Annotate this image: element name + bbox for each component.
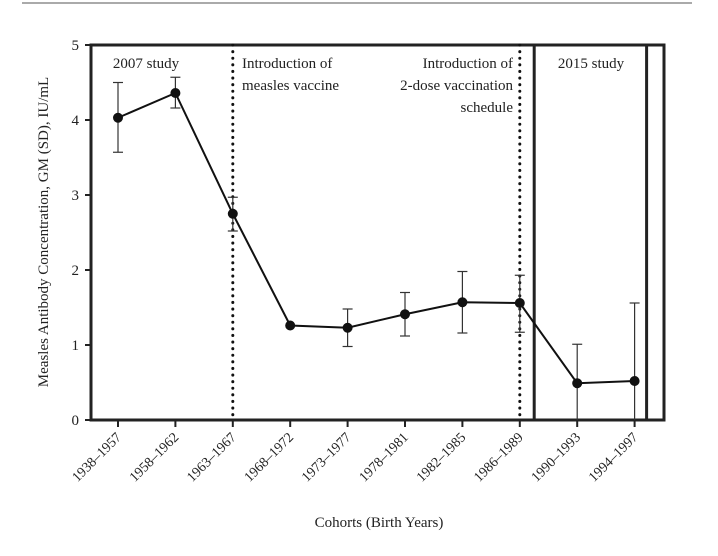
data-point	[400, 309, 410, 320]
y-tick-label: 3	[72, 188, 80, 204]
annotation-2dose-1: Introduction of	[423, 56, 513, 72]
data-point	[457, 297, 468, 308]
plot-border	[89, 43, 666, 422]
x-tick-label: 1958–1962	[127, 430, 182, 485]
x-tick-label: 1968–1972	[242, 430, 297, 485]
x-tick-label: 1938–1957	[70, 430, 125, 485]
annotation-2015-study: 2015 study	[558, 56, 625, 72]
y-axis-label: Measles Antibody Concentration, GM (SD),…	[36, 77, 52, 387]
x-axis-label: Cohorts (Birth Years)	[315, 515, 444, 531]
x-tick-label: 1990–1993	[529, 430, 584, 485]
x-tick-label: 1986–1989	[471, 430, 526, 485]
data-point	[342, 322, 353, 333]
data-point	[285, 320, 296, 331]
study-2015-box	[532, 43, 649, 422]
y-tick-label: 4	[72, 113, 80, 129]
x-tick-label: 1973–1977	[299, 430, 354, 485]
data-point	[572, 378, 583, 389]
annotation-2dose-3: schedule	[461, 100, 514, 116]
data-point	[170, 88, 181, 98]
y-tick-label: 2	[72, 263, 80, 279]
data-point	[227, 208, 238, 219]
data-point	[113, 112, 123, 123]
annotation-vaccine-1: Introduction of	[242, 56, 332, 72]
series-line	[117, 91, 635, 385]
x-tick-label: 1963–1967	[184, 430, 239, 485]
y-tick-label: 5	[72, 38, 80, 54]
data-point	[629, 376, 640, 386]
x-tick-label: 1978–1981	[357, 430, 412, 485]
annotation-2007-study: 2007 study	[113, 56, 180, 72]
plot-frame: 0 1 2 3 4 5 1938–1957 1958–1962 1963–1967 1968–19…	[70, 38, 666, 485]
annotation-vaccine-2: measles vaccine	[242, 78, 339, 94]
y-tick-label: 1	[72, 338, 80, 354]
x-tick-label: 1994–1997	[586, 430, 641, 485]
x-tick-label: 1982–1985	[414, 430, 469, 485]
data-point	[514, 298, 525, 308]
y-tick-label: 0	[72, 413, 80, 429]
annotation-2dose-2: 2-dose vaccination	[400, 78, 513, 94]
